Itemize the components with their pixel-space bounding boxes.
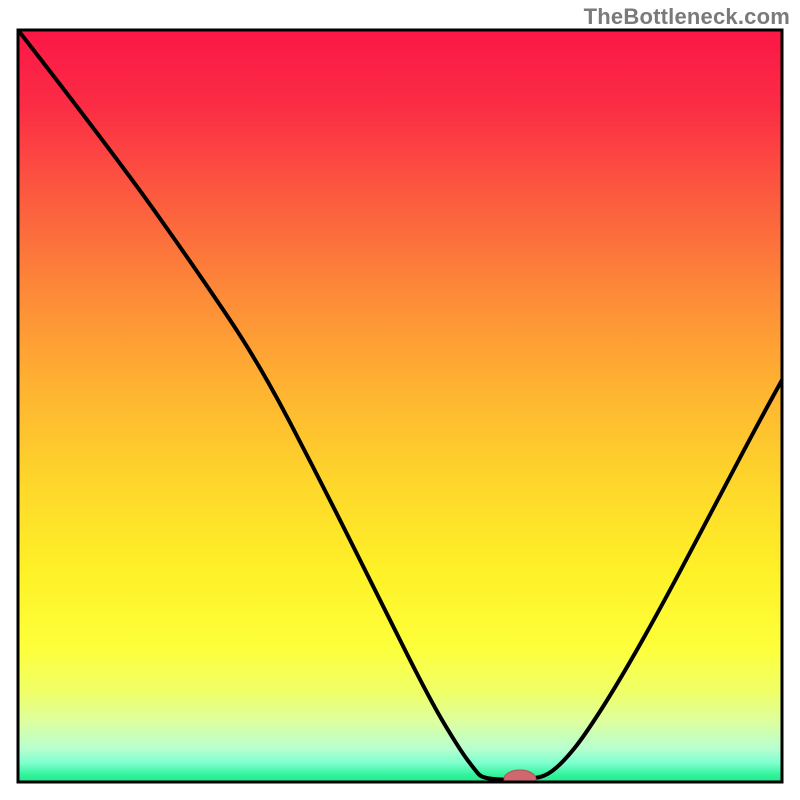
watermark-text: TheBottleneck.com	[584, 4, 790, 30]
bottleneck-chart	[0, 0, 800, 800]
chart-stage: TheBottleneck.com	[0, 0, 800, 800]
plot-background	[18, 30, 782, 782]
optimal-marker	[504, 770, 536, 788]
